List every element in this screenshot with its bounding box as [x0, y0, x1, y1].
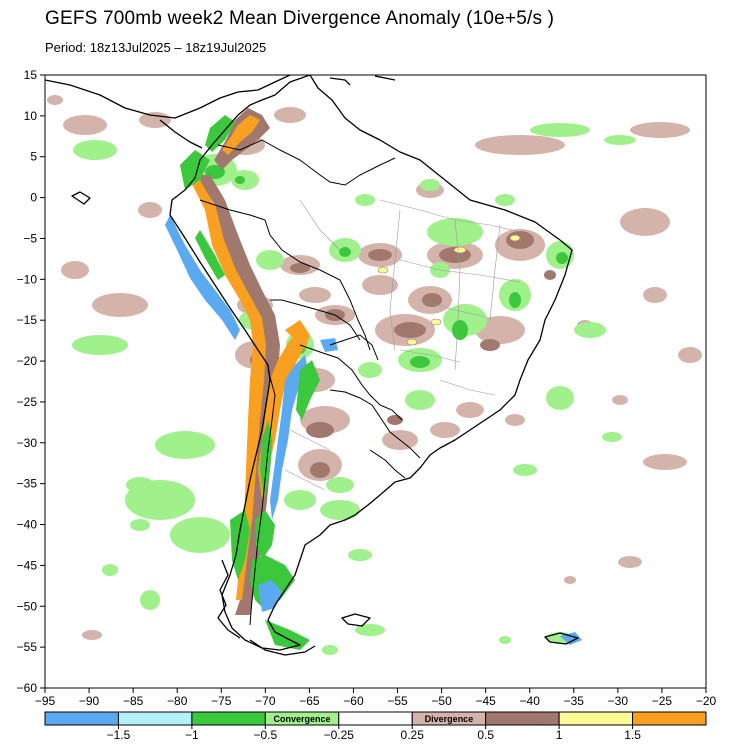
- x-tick-label: −55: [387, 694, 408, 708]
- coastlines: [45, 75, 579, 656]
- divergence-label: Divergence: [425, 714, 474, 724]
- y-tick-label: −50: [17, 599, 38, 613]
- x-tick-label: −40: [520, 694, 541, 708]
- convergence-label: Convergence: [274, 714, 331, 724]
- y-tick-label: −35: [17, 477, 38, 491]
- colorbar-tick-label: −0.25: [324, 728, 355, 742]
- colorbar: −1.5 −1 −0.5 −0.25 0.25 0.5 1 1.5 Convergence Div…: [44, 711, 707, 742]
- anomaly-field: [47, 95, 702, 655]
- colorbar-tick-label: 0.5: [477, 728, 494, 742]
- country-borders: [199, 139, 421, 626]
- x-tick-label: −30: [608, 694, 629, 708]
- x-tick-label: −70: [255, 694, 276, 708]
- andes-convergence-band: [165, 115, 582, 650]
- x-tick-label: −90: [79, 694, 100, 708]
- y-tick-label: −5: [23, 231, 37, 245]
- y-tick-label: −30: [17, 436, 38, 450]
- y-tick-label: −15: [17, 313, 38, 327]
- y-tick-label: −40: [17, 518, 38, 532]
- x-tick-label: −20: [696, 694, 717, 708]
- colorbar-tick-label: −1: [185, 728, 199, 742]
- y-tick-label: −20: [17, 354, 38, 368]
- period-subtitle: Period: 18z13Jul2025 – 18z19Jul2025: [45, 40, 267, 55]
- y-tick-label: −10: [17, 272, 38, 286]
- y-tick-label: −25: [17, 395, 38, 409]
- y-axis: 15 10 5 0 −5 −10 −15 −20 −25 −30 −35 −40 −45 −50 −55 −6…: [17, 68, 45, 695]
- colorbar-tick-label: 1: [556, 728, 563, 742]
- colorbar-swatch: [558, 711, 634, 726]
- y-tick-label: 5: [30, 150, 37, 164]
- colorbar-tick-label: 1.5: [624, 728, 641, 742]
- colorbar-swatch: [117, 711, 193, 726]
- colorbar-tick-label: 0.25: [401, 728, 425, 742]
- y-tick-label: −55: [17, 640, 38, 654]
- x-tick-label: −45: [475, 694, 496, 708]
- x-tick-label: −95: [35, 694, 56, 708]
- y-tick-label: −60: [17, 681, 38, 695]
- ocean-weak-divergence-patches: [47, 95, 702, 645]
- y-tick-label: 10: [24, 109, 38, 123]
- x-tick-label: −25: [652, 694, 673, 708]
- x-tick-label: −50: [431, 694, 452, 708]
- y-tick-label: 0: [30, 191, 37, 205]
- x-tick-label: −35: [564, 694, 585, 708]
- colorbar-tick-label: −1.5: [107, 728, 131, 742]
- ocean-weak-convergence-patches: [72, 123, 636, 655]
- chart-title: GEFS 700mb week2 Mean Divergence Anomaly…: [45, 8, 555, 29]
- x-tick-label: −75: [211, 694, 232, 708]
- y-tick-label: −45: [17, 558, 38, 572]
- colorbar-swatch: [191, 711, 266, 726]
- colorbar-swatch: [485, 711, 560, 726]
- colorbar-tick-label: −0.5: [253, 728, 277, 742]
- x-tick-label: −80: [167, 694, 188, 708]
- colorbar-swatch: [632, 711, 707, 726]
- land-divergence-1: [377, 234, 521, 346]
- x-axis: −95 −90 −85 −80 −75 −70 −65 −60 −55 −50 −45 −40 −35 −…: [35, 688, 717, 708]
- colorbar-swatch: [44, 711, 119, 726]
- x-tick-label: −65: [299, 694, 320, 708]
- x-tick-label: −60: [343, 694, 364, 708]
- plot-area: [45, 75, 706, 688]
- state-borders: [284, 199, 521, 491]
- plot-frame: [44, 74, 707, 689]
- y-tick-label: 15: [24, 68, 38, 82]
- x-tick-label: −85: [123, 694, 144, 708]
- colorbar-swatch: [338, 711, 413, 726]
